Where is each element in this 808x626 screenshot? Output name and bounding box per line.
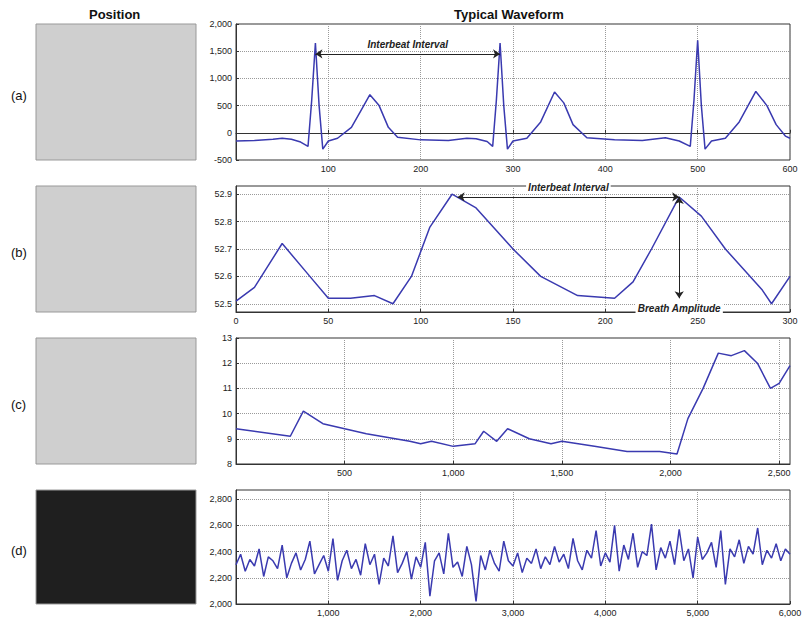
svg-text:600: 600 [782,164,797,174]
svg-text:3,000: 3,000 [502,608,525,618]
svg-text:300: 300 [782,316,797,326]
svg-text:1,000: 1,000 [317,608,340,618]
svg-text:0: 0 [233,316,238,326]
svg-text:-500: -500 [214,155,232,165]
svg-text:Typical Waveform: Typical Waveform [454,7,564,22]
svg-text:(a): (a) [11,88,27,103]
svg-text:1,500: 1,500 [209,46,232,56]
svg-text:52.6: 52.6 [214,271,232,281]
svg-text:Interbeat Interval: Interbeat Interval [528,182,609,193]
svg-text:2,400: 2,400 [209,547,232,557]
svg-text:(b): (b) [11,245,27,260]
svg-text:1,500: 1,500 [551,468,574,478]
svg-text:Position: Position [89,7,140,22]
svg-text:500: 500 [337,468,352,478]
svg-text:10: 10 [222,409,232,419]
svg-text:5,000: 5,000 [686,608,709,618]
svg-text:(d): (d) [11,543,27,558]
svg-text:2,200: 2,200 [209,573,232,583]
svg-text:9: 9 [227,434,232,444]
svg-text:12: 12 [222,358,232,368]
svg-text:0: 0 [227,128,232,138]
svg-text:100: 100 [321,164,336,174]
svg-text:52.9: 52.9 [214,189,232,199]
svg-text:11: 11 [223,383,232,393]
svg-text:200: 200 [413,164,428,174]
svg-text:52.7: 52.7 [214,244,232,254]
svg-text:2,600: 2,600 [209,520,232,530]
svg-text:6,000: 6,000 [779,608,802,618]
svg-text:1,000: 1,000 [209,73,232,83]
svg-text:2,000: 2,000 [209,19,232,29]
svg-text:200: 200 [598,316,613,326]
svg-text:250: 250 [690,316,705,326]
svg-text:13: 13 [222,333,232,343]
svg-text:150: 150 [505,316,520,326]
svg-text:2,800: 2,800 [209,494,232,504]
svg-text:400: 400 [598,164,613,174]
svg-text:Breath Amplitude: Breath Amplitude [638,303,721,314]
svg-text:500: 500 [217,101,232,111]
svg-text:2,000: 2,000 [409,608,432,618]
svg-text:4,000: 4,000 [594,608,617,618]
svg-text:2,000: 2,000 [659,468,682,478]
svg-text:2,000: 2,000 [209,599,232,609]
svg-text:500: 500 [690,164,705,174]
svg-text:1,000: 1,000 [442,468,465,478]
svg-text:52.8: 52.8 [214,217,232,227]
svg-text:8: 8 [227,459,232,469]
svg-text:(c): (c) [11,397,26,412]
svg-text:2,500: 2,500 [768,468,791,478]
svg-text:100: 100 [413,316,428,326]
svg-text:52.5: 52.5 [214,299,232,309]
svg-text:300: 300 [505,164,520,174]
svg-text:Interbeat Interval: Interbeat Interval [367,39,448,50]
svg-text:50: 50 [323,316,333,326]
